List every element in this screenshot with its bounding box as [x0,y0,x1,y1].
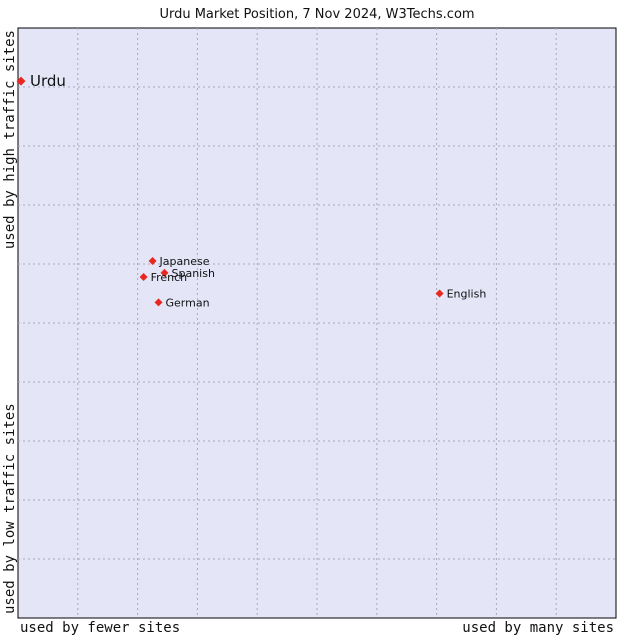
data-point-urdu [16,76,26,86]
y-axis-label-top: used by high traffic sites [2,30,18,249]
data-label-english: English [447,288,487,301]
data-point-english [435,289,444,298]
data-point-spanish [160,268,169,277]
x-axis-label-right: used by many sites [462,620,614,636]
data-label-french: French [151,271,188,284]
data-label-urdu: Urdu [30,72,66,90]
data-label-japanese: Japanese [159,255,210,268]
data-point-german [154,298,163,307]
data-label-spanish: Spanish [172,267,215,280]
data-point-japanese [148,257,157,266]
data-point-french [139,272,148,281]
y-axis-label-bottom: used by low traffic sites [2,403,18,614]
data-label-german: German [166,296,210,309]
chart-title: Urdu Market Position, 7 Nov 2024, W3Tech… [159,7,474,22]
grid-lines [18,28,616,618]
x-axis-label-left: used by fewer sites [20,620,180,636]
